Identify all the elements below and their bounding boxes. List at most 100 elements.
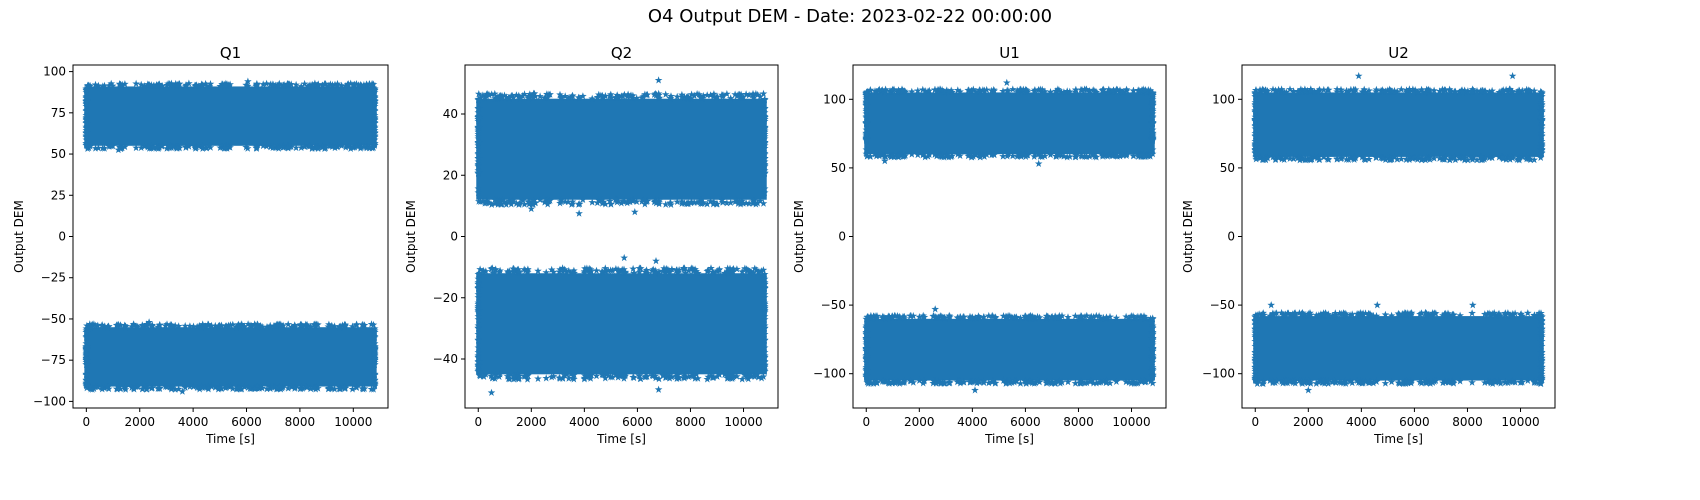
y-axis-label: Output DEM xyxy=(792,200,806,273)
series-band-lower xyxy=(1253,316,1544,381)
x-tick-label: 10000 xyxy=(334,415,372,429)
data-point xyxy=(534,374,542,383)
data-point-outlier xyxy=(1034,159,1043,168)
subplot-q1: 0 2000 4000 6000 8000 10000 −100 −75 −50 −25 0 25 50… xyxy=(12,44,389,446)
y-tick-label: −100 xyxy=(813,367,846,381)
subplot-title: U1 xyxy=(999,44,1020,62)
series-band-lower xyxy=(84,327,377,387)
x-tick-label: 6000 xyxy=(231,415,262,429)
x-tick-label: 10000 xyxy=(1112,415,1150,429)
y-tick-label: −100 xyxy=(1202,367,1235,381)
data-point xyxy=(534,267,542,275)
x-axis-label: Time [s] xyxy=(1373,432,1423,446)
x-axis-label: Time [s] xyxy=(984,432,1034,446)
series-band-upper xyxy=(476,98,767,200)
y-tick-label: −100 xyxy=(33,394,66,408)
subplot-u2: 0 2000 4000 6000 8000 10000 −100 −50 0 50 100 U2 Tim… xyxy=(1181,44,1556,446)
data-point xyxy=(592,266,601,274)
x-tick-label: 2000 xyxy=(904,415,935,429)
x-axis-label: Time [s] xyxy=(596,432,646,446)
y-tick-label: 0 xyxy=(58,230,66,244)
subplot-title: Q1 xyxy=(220,44,241,62)
x-tick-label: 0 xyxy=(83,415,91,429)
data-point xyxy=(661,90,670,98)
x-axis-label: Time [s] xyxy=(205,432,255,446)
x-tick-label: 2000 xyxy=(1293,415,1324,429)
y-tick-label: 0 xyxy=(450,230,458,244)
y-tick-label: 40 xyxy=(443,107,458,121)
data-point-outlier xyxy=(881,157,889,165)
y-tick-label: 0 xyxy=(838,230,846,244)
y-tick-label: 100 xyxy=(43,65,66,79)
data-point xyxy=(629,264,637,273)
y-tick-label: 50 xyxy=(1220,161,1235,175)
data-point-outlier xyxy=(575,209,583,217)
y-tick-label: 20 xyxy=(443,168,458,182)
data-point-outlier xyxy=(620,253,628,262)
data-point-outlier xyxy=(654,385,663,393)
data-point-outlier xyxy=(631,208,639,216)
data-point xyxy=(132,79,140,88)
y-tick-label: −75 xyxy=(41,353,66,367)
data-point-outlier xyxy=(654,76,663,84)
series-band-lower xyxy=(476,273,767,375)
y-tick-label: −40 xyxy=(433,352,458,366)
data-point-outlier xyxy=(652,257,660,265)
y-tick-label: −50 xyxy=(821,298,846,312)
data-points xyxy=(1251,72,1546,394)
y-tick-label: 0 xyxy=(1227,230,1235,244)
figure-title: O4 Output DEM - Date: 2023-02-22 00:00:0… xyxy=(647,6,1053,27)
data-point-outlier xyxy=(1304,386,1313,394)
y-tick-label: 75 xyxy=(51,106,66,120)
series-band-upper xyxy=(84,86,377,146)
y-tick-label: 50 xyxy=(51,147,66,161)
y-tick-label: 25 xyxy=(51,188,66,202)
data-point-outlier xyxy=(1267,301,1275,309)
x-tick-label: 2000 xyxy=(516,415,547,429)
y-tick-label: 50 xyxy=(831,161,846,175)
y-axis-label: Output DEM xyxy=(1181,200,1195,273)
series-band-lower xyxy=(864,318,1155,381)
data-point-outlier xyxy=(1508,72,1517,80)
x-tick-label: 8000 xyxy=(1063,415,1094,429)
data-points xyxy=(82,77,379,395)
data-point-outlier xyxy=(971,386,979,394)
data-point-outlier xyxy=(487,388,496,396)
subplot-title: Q2 xyxy=(611,44,632,62)
x-tick-label: 4000 xyxy=(569,415,600,429)
x-tick-label: 0 xyxy=(474,415,482,429)
data-point xyxy=(570,375,578,383)
x-tick-label: 10000 xyxy=(724,415,762,429)
subplot-u1: 0 2000 4000 6000 8000 10000 −100 −50 0 50 100 U1 Tim… xyxy=(792,44,1167,446)
y-tick-label: −25 xyxy=(41,271,66,285)
data-point-outlier xyxy=(931,305,939,313)
series-band-upper xyxy=(1253,92,1544,157)
y-tick-label: −50 xyxy=(41,312,66,326)
y-tick-label: −50 xyxy=(1210,298,1235,312)
x-tick-label: 6000 xyxy=(1010,415,1041,429)
data-point xyxy=(542,374,550,382)
data-points xyxy=(862,78,1157,394)
y-axis-label: Output DEM xyxy=(404,200,418,273)
x-tick-label: 4000 xyxy=(957,415,988,429)
x-tick-label: 4000 xyxy=(1346,415,1377,429)
y-tick-label: 100 xyxy=(823,92,846,106)
x-tick-label: 8000 xyxy=(675,415,706,429)
x-tick-label: 0 xyxy=(1251,415,1259,429)
y-axis-label: Output DEM xyxy=(12,200,26,273)
data-point-outlier xyxy=(1354,72,1363,80)
y-tick-label: −20 xyxy=(433,291,458,305)
x-tick-label: 8000 xyxy=(285,415,316,429)
data-point xyxy=(1468,309,1476,317)
data-point xyxy=(723,199,731,207)
series-band-upper xyxy=(864,92,1155,155)
data-points xyxy=(474,76,769,396)
data-point-outlier xyxy=(1469,301,1477,309)
data-point-outlier xyxy=(1373,301,1382,309)
x-tick-label: 6000 xyxy=(1399,415,1430,429)
x-tick-label: 2000 xyxy=(124,415,155,429)
x-tick-label: 0 xyxy=(862,415,870,429)
data-point-outlier xyxy=(1003,78,1011,87)
y-tick-label: 100 xyxy=(1212,92,1235,106)
